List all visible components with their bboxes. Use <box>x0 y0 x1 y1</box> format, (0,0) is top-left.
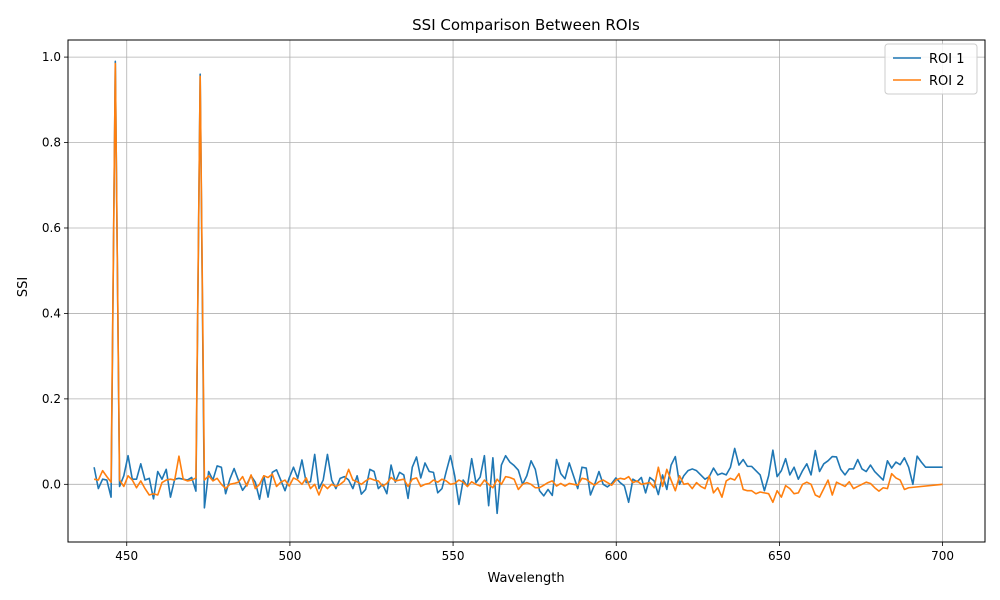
x-tick-label: 500 <box>278 549 301 563</box>
x-tick-label: 700 <box>931 549 954 563</box>
series-layer <box>93 60 943 515</box>
plot-frame <box>67 39 986 543</box>
series-line-roi-2 <box>93 62 943 504</box>
x-tick-label: 450 <box>115 549 138 563</box>
y-tick-label: 0.0 <box>42 477 61 491</box>
x-tick-label: 550 <box>442 549 465 563</box>
x-axis: 450 500 550 600 650 700 <box>115 542 954 563</box>
chart-title: SSI Comparison Between ROIs <box>412 16 640 34</box>
y-tick-label: 0.4 <box>42 306 61 320</box>
y-axis-label: SSI <box>16 277 31 297</box>
legend-box <box>884 43 978 95</box>
y-tick-label: 0.2 <box>42 392 61 406</box>
legend: ROI 1 ROI 2 <box>884 43 978 95</box>
legend-label-1: ROI 1 <box>929 52 965 67</box>
y-tick-label: 0.6 <box>42 221 61 235</box>
x-tick-label: 650 <box>768 549 791 563</box>
x-tick-label: 600 <box>605 549 628 563</box>
series-line-roi-1 <box>93 60 943 515</box>
legend-label-2: ROI 2 <box>929 74 965 89</box>
x-axis-label: Wavelength <box>487 571 564 586</box>
y-tick-label: 0.8 <box>42 136 61 150</box>
y-axis: 0.0 0.2 0.4 0.6 0.8 1.0 <box>42 50 68 491</box>
y-tick-label: 1.0 <box>42 50 61 64</box>
